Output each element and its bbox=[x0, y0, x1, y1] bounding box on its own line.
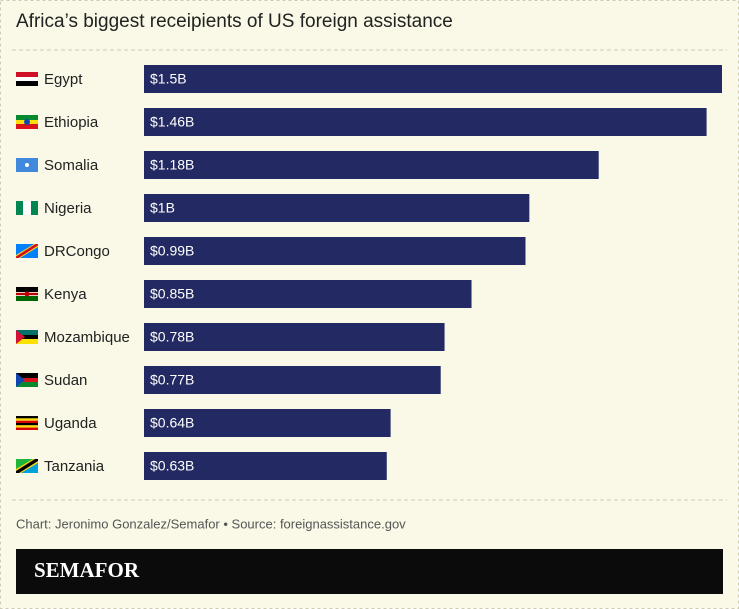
flag bbox=[16, 459, 38, 473]
value-label: $1.18B bbox=[150, 157, 194, 173]
flag-part bbox=[16, 339, 38, 344]
flag-part bbox=[16, 296, 38, 301]
category-label: Uganda bbox=[44, 415, 97, 432]
category-label: Tanzania bbox=[44, 458, 105, 475]
flag bbox=[16, 244, 38, 258]
bar bbox=[144, 65, 722, 93]
flag-part bbox=[16, 373, 25, 387]
category-label: Ethiopia bbox=[44, 114, 99, 131]
flag-part bbox=[16, 330, 38, 335]
flag-part bbox=[16, 425, 38, 428]
flag bbox=[16, 115, 38, 129]
flag-part bbox=[16, 378, 38, 382]
bar bbox=[144, 323, 445, 351]
value-label: $1.5B bbox=[150, 71, 187, 87]
flag bbox=[16, 201, 38, 215]
flag-part bbox=[16, 416, 38, 419]
category-label: DRCongo bbox=[44, 243, 110, 260]
flag-part bbox=[16, 287, 38, 292]
chart-title: Africa’s biggest receipients of US forei… bbox=[16, 11, 453, 32]
value-label: $0.77B bbox=[150, 372, 194, 388]
flag bbox=[16, 158, 38, 172]
bar bbox=[144, 280, 472, 308]
value-label: $0.78B bbox=[150, 329, 194, 345]
bar bbox=[144, 108, 707, 136]
flag-part bbox=[16, 423, 38, 426]
category-label: Somalia bbox=[44, 157, 99, 174]
flag-part bbox=[25, 163, 29, 167]
flag-part bbox=[16, 330, 25, 344]
value-label: $0.99B bbox=[150, 243, 194, 259]
flag-part bbox=[16, 418, 38, 421]
flag-part bbox=[16, 81, 38, 86]
flag-part bbox=[24, 291, 30, 297]
flag-part bbox=[16, 382, 38, 387]
bar bbox=[144, 452, 387, 480]
flags bbox=[16, 72, 38, 473]
source-note: Chart: Jeronimo Gonzalez/Semafor • Sourc… bbox=[16, 516, 406, 531]
category-label: Nigeria bbox=[44, 200, 92, 217]
flag-part bbox=[16, 244, 38, 258]
flag bbox=[16, 416, 38, 430]
flag-part bbox=[16, 124, 38, 129]
value-label: $1B bbox=[150, 200, 175, 216]
flag-part bbox=[24, 119, 30, 125]
brand-logo: SEMAFOR bbox=[34, 558, 140, 582]
value-label: $1.46B bbox=[150, 114, 194, 130]
value-label: $0.85B bbox=[150, 286, 194, 302]
flag-part bbox=[16, 72, 38, 77]
flag-part bbox=[16, 420, 38, 423]
flag-part bbox=[16, 77, 38, 81]
flag bbox=[16, 72, 38, 86]
flag-part bbox=[16, 335, 38, 339]
flag-part bbox=[23, 201, 31, 215]
flag bbox=[16, 287, 38, 301]
flag-part bbox=[31, 201, 38, 215]
value-label: $0.63B bbox=[150, 458, 194, 474]
category-label: Mozambique bbox=[44, 329, 130, 346]
value-label: $0.64B bbox=[150, 415, 194, 431]
bar bbox=[144, 366, 441, 394]
category-label: Kenya bbox=[44, 286, 87, 303]
flag-part bbox=[16, 373, 38, 378]
bar bbox=[144, 409, 391, 437]
flag-part bbox=[16, 427, 38, 430]
flag-part bbox=[16, 459, 38, 473]
flag bbox=[16, 330, 38, 344]
flag bbox=[16, 373, 38, 387]
bar bbox=[144, 194, 530, 222]
brand-bar bbox=[16, 549, 723, 594]
flag-part bbox=[16, 201, 23, 215]
category-label: Sudan bbox=[44, 372, 87, 389]
category-label: Egypt bbox=[44, 71, 83, 88]
flag-part bbox=[16, 115, 38, 120]
bar bbox=[144, 151, 599, 179]
bar bbox=[144, 237, 526, 265]
